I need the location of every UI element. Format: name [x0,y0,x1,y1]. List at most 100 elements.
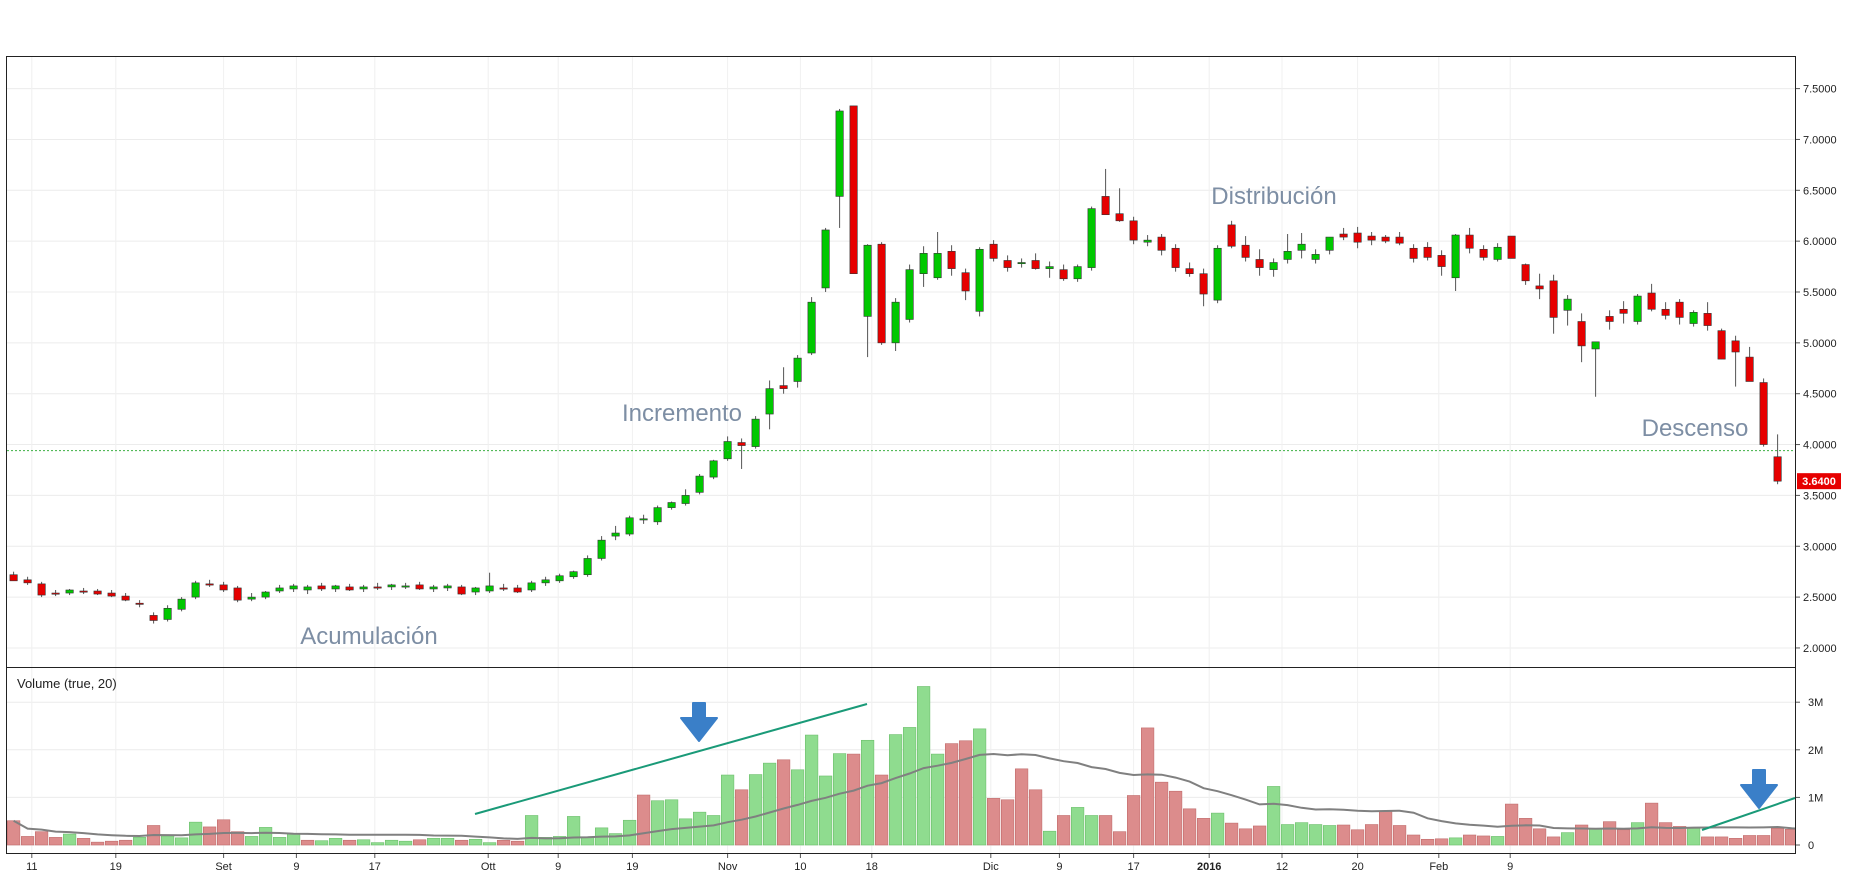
volume-bar [1071,807,1085,846]
down-arrow-icon [1740,769,1778,809]
candle-body [1185,268,1194,274]
candle-body [709,460,718,478]
volume-bar [832,753,847,846]
volume-bar [1491,836,1505,846]
candle-body [1045,266,1054,269]
volume-bar [1029,789,1043,846]
volume-bar [1477,835,1491,846]
volume-bar [1687,828,1701,846]
volume-bar [1421,838,1435,846]
candle-body [1031,260,1040,269]
candle-body [1227,224,1236,247]
volume-bar [314,840,329,846]
volume-bar [62,833,77,846]
volume-bar [1505,803,1519,846]
price-candles [9,105,1782,624]
candle-body [1773,456,1782,482]
volume-bar [664,799,679,846]
volume-bar [370,842,385,846]
volume-bar [1211,812,1225,846]
candle-body [947,251,956,269]
candle-body [891,301,900,344]
frame [6,56,1796,854]
volume-bar [342,839,357,846]
y-tick-label: 6.0000 [1803,236,1837,248]
candle-body [1353,232,1362,243]
candle-body [261,591,270,598]
volume-bar [203,826,217,846]
candle-body [1451,234,1460,279]
volume-bar [1393,825,1407,846]
candle-body [1381,236,1390,242]
candle-body [443,585,452,589]
x-tick-label: 18 [866,861,878,873]
volume-bar [454,839,469,846]
candle-body [303,586,312,591]
candle-body [639,518,648,521]
candle-body [233,587,242,601]
volume-bar [1435,838,1449,846]
candle-body [1087,208,1096,268]
x-tick-label: 12 [1276,861,1288,873]
x-tick-label: Feb [1429,861,1448,873]
candle-body [457,586,466,595]
candle-body [1255,259,1264,268]
candle-body [401,585,410,588]
volume-bar [482,842,497,846]
last-price-badge [1797,473,1841,490]
candle-body [1549,280,1558,318]
candle-body [975,248,984,312]
volume-bar [119,839,133,846]
y-tick-label: 3.0000 [1803,541,1837,553]
candle-body [919,253,928,274]
volume-bar [692,811,707,846]
candle-body [1073,266,1082,280]
candle-body [177,598,186,610]
candle-body [1339,233,1348,238]
volume-bar [231,831,245,846]
volume-bar [1519,818,1533,846]
volume-bar [1183,808,1197,846]
candle-body [1717,330,1726,360]
volume-bar [1701,836,1715,846]
candle-body [569,571,578,578]
candle-body [989,243,998,259]
candle-body [1563,298,1572,311]
volume-bar [77,838,91,846]
x-tick-label: 9 [1056,861,1062,873]
volume-bar [1379,810,1393,846]
volume-bar [1169,790,1183,846]
volume-bar [804,734,819,846]
y-tick-label: 2.0000 [1803,643,1837,655]
x-tick-label: 9 [555,861,561,873]
candle-body [135,602,144,605]
candle-body [485,585,494,592]
candle-body [1129,220,1138,241]
candle-body [849,105,858,274]
candle-body [1521,264,1530,282]
candle-body [471,587,480,593]
candle-body [1759,382,1768,445]
candle-body [1647,292,1656,310]
candle-body [555,575,564,582]
candle-body [527,582,536,591]
candle-body [625,517,634,535]
x-tick-label: 9 [293,861,299,873]
candle-body [1409,247,1418,259]
vol-y-tick-label: 1M [1808,792,1823,804]
candle-body [373,586,382,589]
candle-body [681,495,690,504]
volume-bar [930,753,945,846]
x-tick-label: Set [215,861,232,873]
volume-bar [1533,828,1547,846]
volume-bar [356,839,371,846]
x-tick-label: Dic [983,861,999,873]
volume-bar [1771,828,1785,846]
candle-body [1661,308,1670,316]
candle-body [1241,244,1250,258]
candle-body [219,584,228,591]
volume-bars [7,686,1795,846]
candle-body [1171,247,1180,268]
candle-body [961,272,970,292]
